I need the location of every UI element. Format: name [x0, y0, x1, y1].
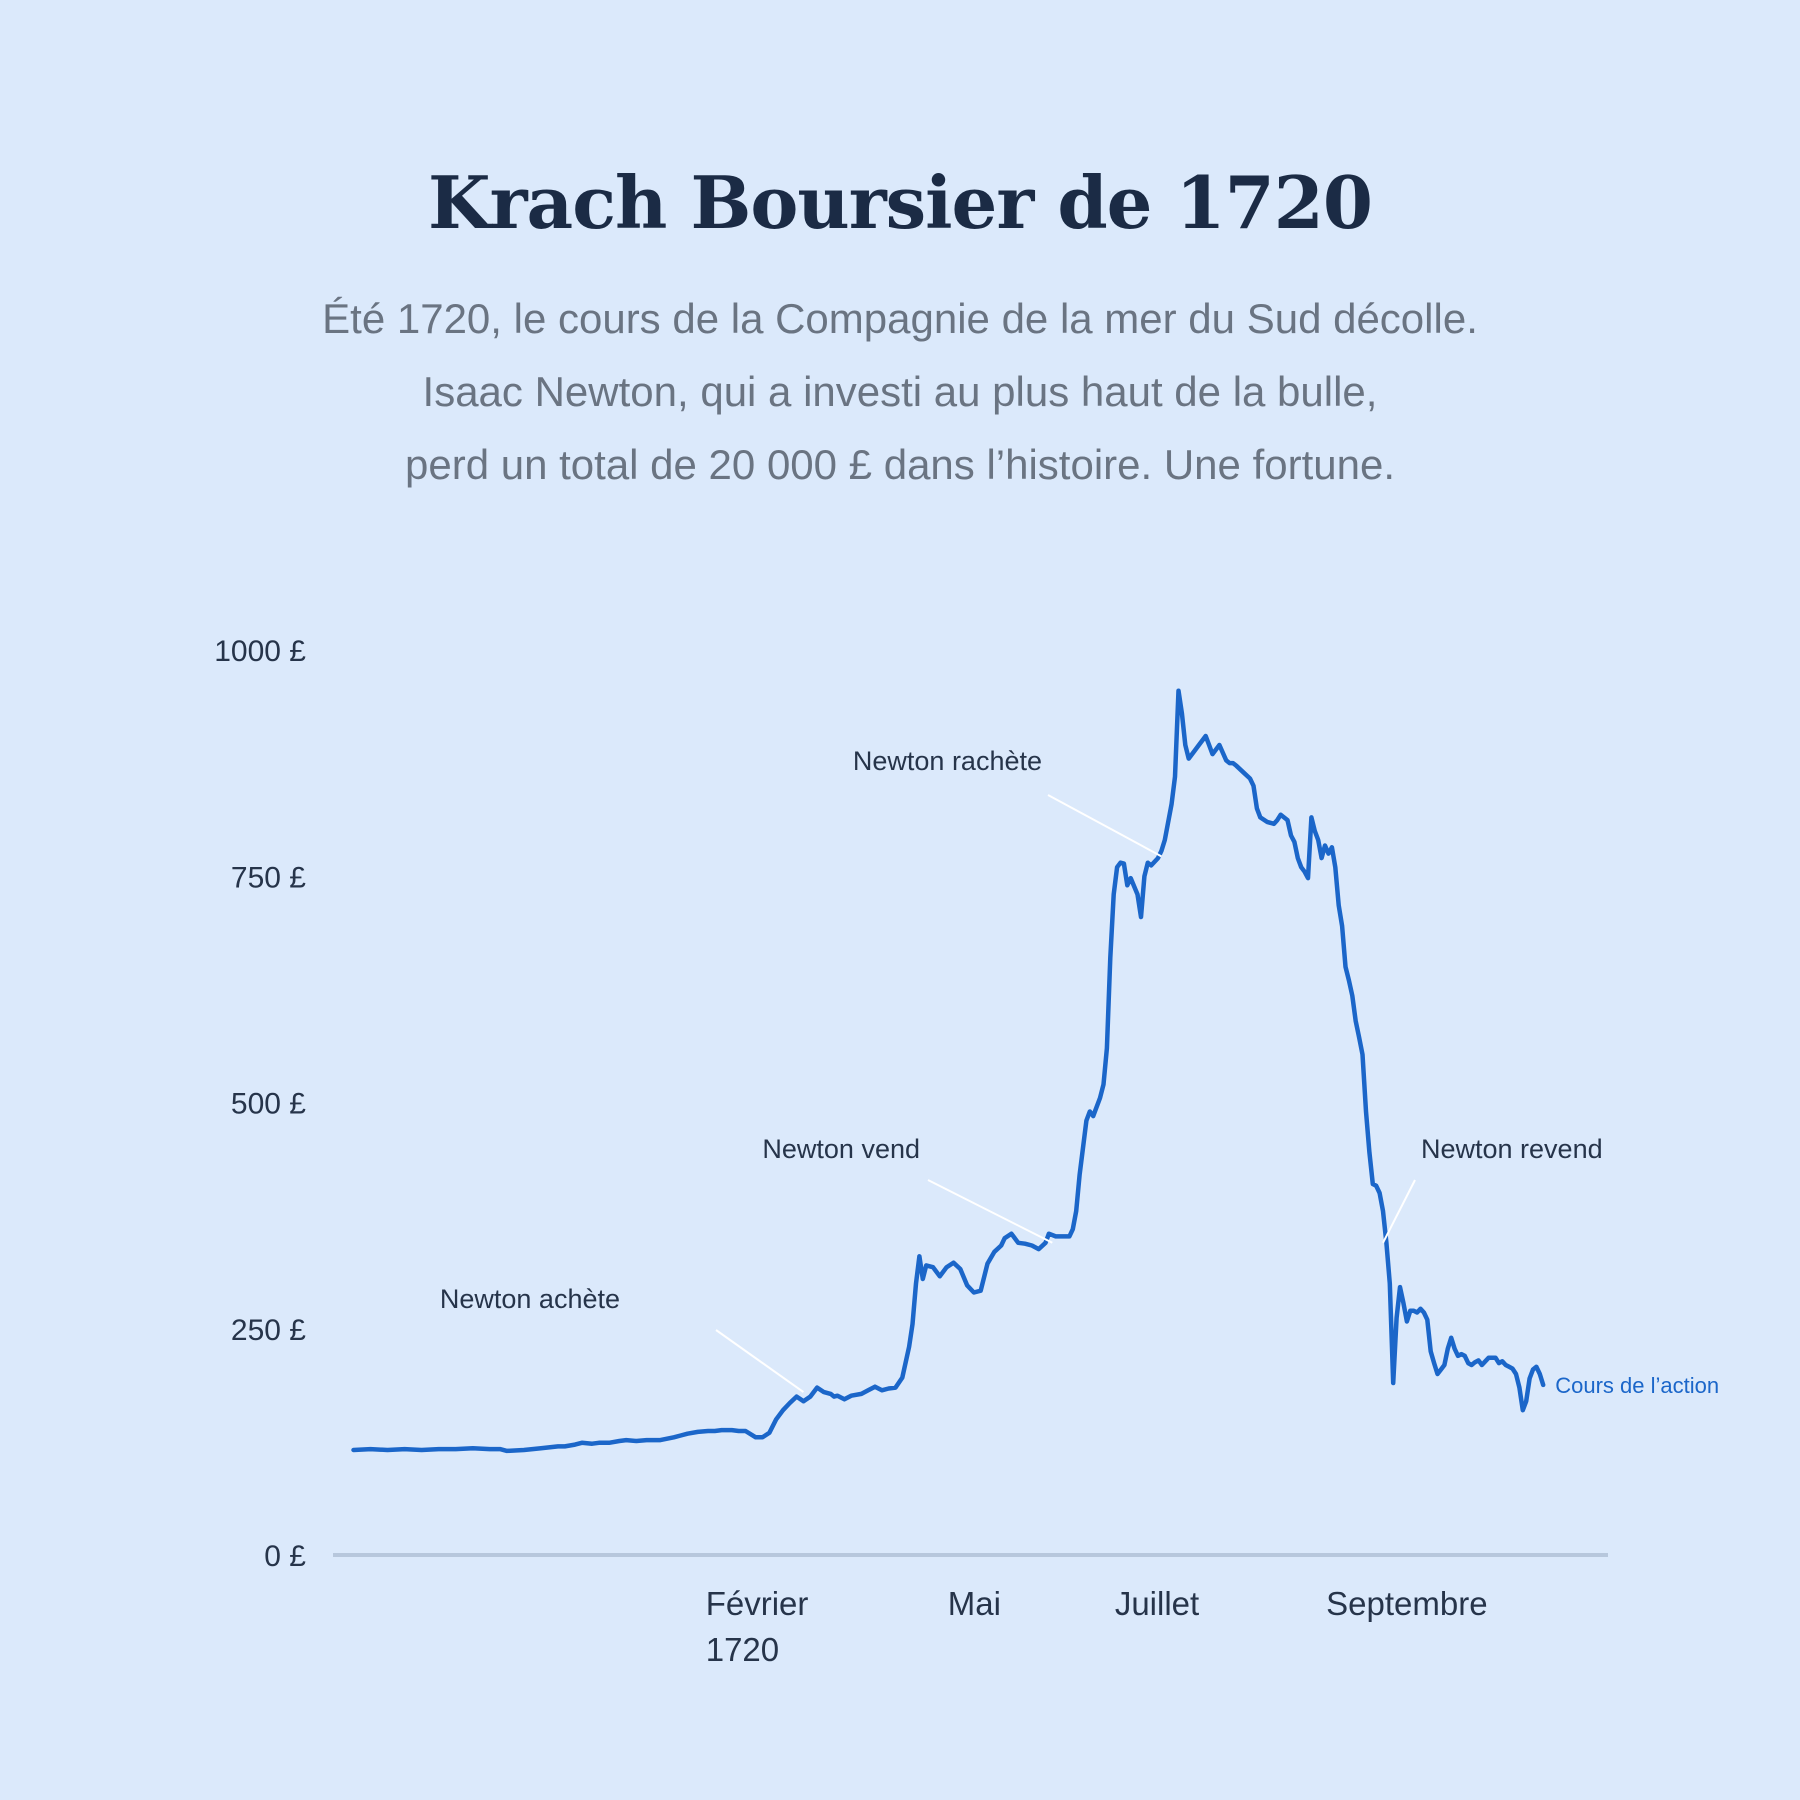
- chart-title: Krach Boursier de 1720: [428, 160, 1373, 245]
- x-tick-label: Juillet: [1115, 1585, 1199, 1622]
- annotation-label: Newton vend: [762, 1134, 920, 1164]
- y-tick-label: 1000 £: [214, 635, 306, 668]
- y-tick-label: 500 £: [231, 1088, 306, 1121]
- subtitle-line: Été 1720, le cours de la Compagnie de la…: [322, 295, 1478, 342]
- annotation-leader: [1382, 1179, 1416, 1244]
- chart-subtitle: Été 1720, le cours de la Compagnie de la…: [200, 282, 1600, 501]
- x-tick-label: Mai: [948, 1585, 1001, 1622]
- annotation-label: Newton rachète: [853, 746, 1042, 776]
- y-tick-label: 750 £: [231, 861, 306, 894]
- series-label: Cours de l’action: [1555, 1373, 1719, 1398]
- subtitle-line: perd un total de 20 000 £ dans l’histoir…: [405, 441, 1395, 488]
- y-tick-label: 0 £: [264, 1540, 306, 1573]
- annotation-label: Newton achète: [440, 1284, 620, 1314]
- annotation-leader: [715, 1329, 805, 1393]
- x-tick-label: 1720: [706, 1631, 779, 1668]
- series-line-cours: [351, 688, 1546, 1454]
- x-tick-label: Février: [706, 1585, 809, 1622]
- annotation-leader: [927, 1179, 1053, 1244]
- annotation-label: Newton revend: [1421, 1134, 1603, 1164]
- subtitle-line: Isaac Newton, qui a investi au plus haut…: [422, 368, 1378, 415]
- annotation-leader: [1047, 794, 1162, 858]
- x-tick-label: Septembre: [1326, 1585, 1487, 1622]
- y-tick-label: 250 £: [231, 1314, 306, 1347]
